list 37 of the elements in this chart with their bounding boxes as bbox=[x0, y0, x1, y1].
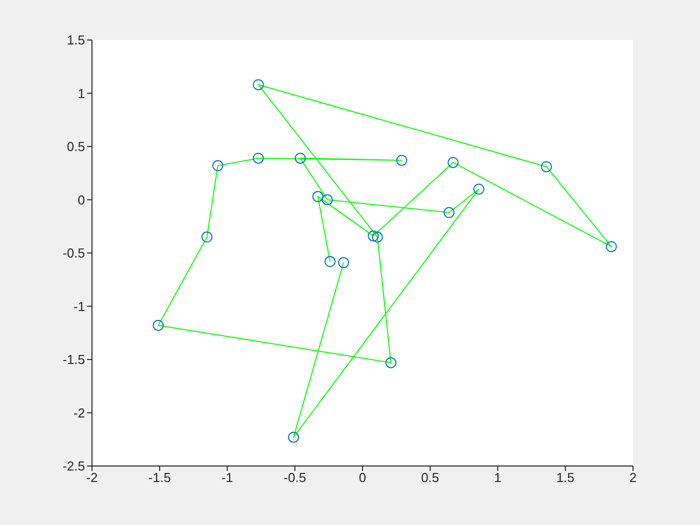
y-tick-label: -1.5 bbox=[62, 352, 85, 368]
point bbox=[288, 432, 300, 443]
point bbox=[338, 257, 350, 268]
y-tick-label: 1 bbox=[78, 86, 85, 101]
y-tick-label: -0.5 bbox=[62, 246, 85, 261]
x-tick-label: -1 bbox=[221, 470, 234, 486]
point bbox=[540, 161, 552, 172]
y-tick-label: -1 bbox=[73, 298, 85, 314]
point bbox=[372, 232, 383, 243]
y-tick-label: 0 bbox=[78, 192, 85, 208]
point bbox=[473, 184, 484, 195]
point bbox=[324, 256, 336, 268]
x-tick-label: 2 bbox=[629, 470, 637, 486]
x-tick-label: -0.5 bbox=[284, 470, 306, 486]
x-tick-label: -1.5 bbox=[148, 470, 171, 486]
y-tick-label: -2.5 bbox=[62, 458, 85, 474]
point bbox=[252, 152, 264, 164]
point bbox=[201, 232, 212, 243]
x-tick-label: 1 bbox=[494, 470, 502, 486]
x-tick-label: 1.5 bbox=[556, 470, 574, 486]
point bbox=[396, 154, 408, 166]
point bbox=[444, 207, 455, 218]
point bbox=[252, 79, 264, 90]
x-tick-label: 0.5 bbox=[421, 470, 440, 486]
point bbox=[606, 241, 617, 252]
point bbox=[368, 230, 379, 242]
y-tick-label: -2 bbox=[73, 405, 85, 420]
point bbox=[152, 320, 164, 331]
point bbox=[312, 191, 324, 202]
x-tick-label: 0 bbox=[358, 470, 366, 486]
point bbox=[448, 156, 459, 168]
point bbox=[385, 357, 396, 368]
point bbox=[322, 194, 333, 206]
y-tick-label: 0.5 bbox=[66, 139, 85, 154]
y-tick-label: 1.5 bbox=[66, 32, 85, 48]
point bbox=[294, 152, 306, 164]
point bbox=[212, 160, 224, 172]
